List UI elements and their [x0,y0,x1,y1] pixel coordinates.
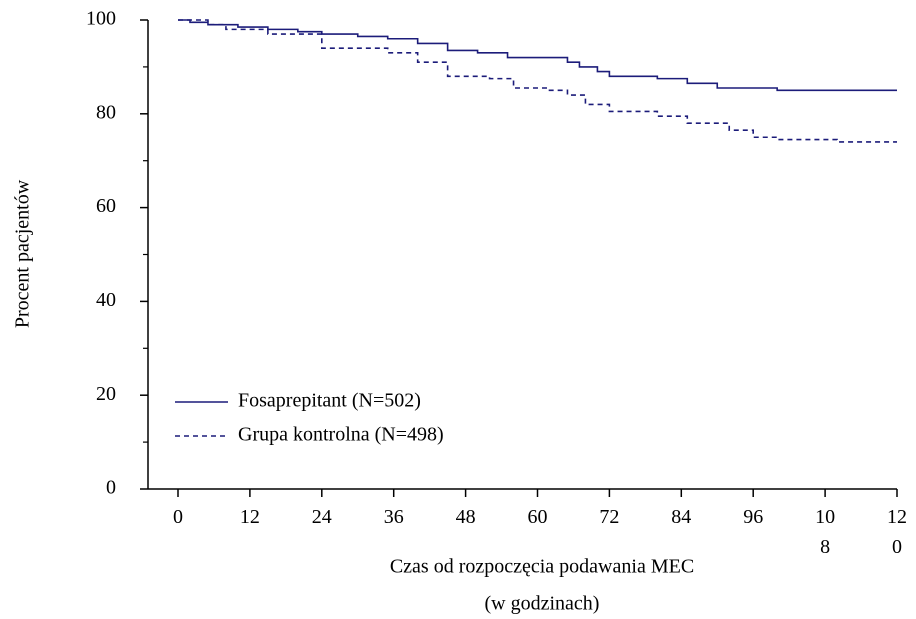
x-tick-label: 120 [887,506,907,558]
x-tick-label: 108 [815,506,836,558]
y-tick-label: 40 [96,289,116,311]
x-tick-label: 72 [599,506,620,528]
y-axis-label: Procent pacjentów [12,179,34,328]
x-tick-label: 36 [383,506,404,528]
x-axis-label: (w godzinach) [485,593,600,615]
x-tick-label: 96 [743,506,764,528]
x-tick-label: 24 [311,506,332,528]
y-tick-label: 80 [96,101,116,123]
y-tick-label: 0 [106,477,116,499]
legend-label: Grupa kontrolna (N=498) [238,424,444,446]
x-tick-label: 0 [173,506,183,528]
x-tick-label: 48 [455,506,476,528]
series-line [178,19,897,143]
y-tick-label: 20 [96,383,116,405]
series-line [178,19,897,92]
x-tick-label: 12 [239,506,260,528]
y-tick-label: 60 [96,195,116,217]
legend-label: Fosaprepitant (N=502) [238,390,421,412]
x-axis-label: Czas od rozpoczęcia podawania MEC [390,556,694,578]
x-tick-label: 84 [671,506,692,528]
y-tick-label: 100 [86,8,116,30]
x-tick-label: 60 [527,506,548,528]
